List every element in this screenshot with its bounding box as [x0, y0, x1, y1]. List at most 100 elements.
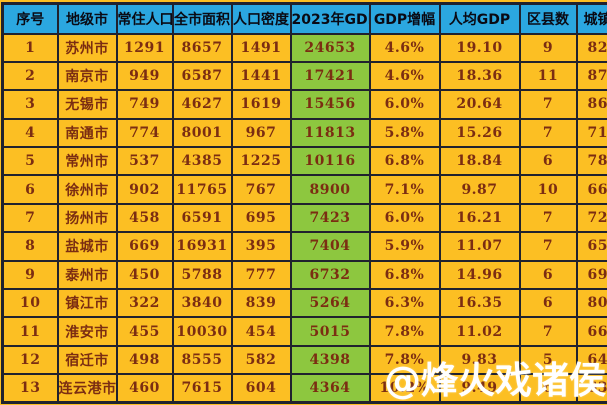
table-cell: 64.: [575, 344, 607, 376]
table-cell: 24653: [289, 32, 371, 63]
table-cell: 16.35: [438, 288, 521, 319]
table-cell: 967: [230, 117, 292, 149]
table-cell: 8001: [171, 117, 233, 149]
table-cell: 7: [518, 202, 578, 234]
table-cell: 9: [1, 259, 59, 291]
table-cell: 9: [518, 32, 578, 63]
table-cell: 20.64: [438, 89, 521, 120]
table-cell: 1491: [230, 32, 292, 63]
table-cell: 10116: [289, 146, 371, 177]
table-cell: 7615: [171, 373, 233, 404]
column-header: 全市面积: [171, 2, 233, 35]
table-cell: 1291: [115, 32, 174, 63]
table-cell: 4: [1, 117, 59, 149]
table-cell: 5.8%: [368, 117, 441, 149]
table-cell: 9.83: [438, 344, 521, 376]
table-cell: 777: [230, 259, 292, 291]
table-cell: 1: [1, 32, 59, 63]
table-header: 序号地级市常住人口全市面积人口密度2023年GDPGDP增幅人均GDP区县数城镇: [1, 2, 607, 35]
table-cell: 4364: [289, 373, 371, 404]
table-cell: 8900: [289, 174, 371, 205]
table-cell: 无锡市: [56, 89, 118, 120]
column-header: 人均GDP: [438, 2, 521, 35]
table-cell: 8: [1, 231, 59, 262]
table-cell: 1225: [230, 146, 292, 177]
table-cell: 11.02: [438, 316, 521, 347]
table-cell: 537: [115, 146, 174, 177]
table-cell: 10: [1, 288, 59, 319]
table-cell: 7: [518, 231, 578, 262]
table-cell: 80.: [575, 288, 607, 319]
table-cell: 扬州市: [56, 202, 118, 234]
table-cell: 4385: [171, 146, 233, 177]
table-cell: 7404: [289, 231, 371, 262]
table-cell: 78.: [575, 146, 607, 177]
table-cell: 454: [230, 316, 292, 347]
table-cell: 82.: [575, 32, 607, 63]
table-cell: 10: [518, 174, 578, 205]
table-cell: 宿迁市: [56, 344, 118, 376]
table-cell: 11813: [289, 117, 371, 149]
table-cell: 泰州市: [56, 259, 118, 291]
table-cell: 7: [518, 117, 578, 149]
table-cell: 6.3%: [368, 288, 441, 319]
table-cell: 87.: [575, 60, 607, 92]
table-cell: 71.: [575, 117, 607, 149]
table-cell: 604: [230, 373, 292, 404]
table-cell: 16931: [171, 231, 233, 262]
table-cell: 1619: [230, 89, 292, 120]
table-cell: 13: [1, 373, 59, 404]
table-cell: 63.: [575, 373, 607, 404]
table-cell: 7.8%: [368, 316, 441, 347]
table-cell: 7.1%: [368, 174, 441, 205]
table-cell: 839: [230, 288, 292, 319]
table-cell: 1441: [230, 60, 292, 92]
table-cell: 11: [1, 316, 59, 347]
table-cell: 450: [115, 259, 174, 291]
table-cell: 14.96: [438, 259, 521, 291]
table-cell: 10030: [171, 316, 233, 347]
table-cell: 15.26: [438, 117, 521, 149]
table-cell: 455: [115, 316, 174, 347]
table-cell: 11765: [171, 174, 233, 205]
column-header: 2023年GDP: [289, 2, 371, 35]
column-header: 序号: [1, 2, 59, 35]
table-cell: 17421: [289, 60, 371, 92]
table-cell: 5788: [171, 259, 233, 291]
table-cell: 6: [518, 146, 578, 177]
column-header: 常住人口: [115, 2, 174, 35]
table-cell: 322: [115, 288, 174, 319]
table-cell: 66.: [575, 316, 607, 347]
header-row: 序号地级市常住人口全市面积人口密度2023年GDPGDP增幅人均GDP区县数城镇: [1, 2, 607, 35]
table-cell: 12: [1, 344, 59, 376]
table-cell: 582: [230, 344, 292, 376]
table-cell: 16.21: [438, 202, 521, 234]
table-cell: 19.10: [438, 32, 521, 63]
table-cell: 86.: [575, 89, 607, 120]
table-cell: 盐城市: [56, 231, 118, 262]
table-cell: 6: [518, 288, 578, 319]
table-cell: 苏州市: [56, 32, 118, 63]
table-cell: 6591: [171, 202, 233, 234]
table-cell: 498: [115, 344, 174, 376]
table-cell: 9.87: [438, 174, 521, 205]
table-cell: 695: [230, 202, 292, 234]
table-cell: 南京市: [56, 60, 118, 92]
table-cell: 5264: [289, 288, 371, 319]
table-cell: 4398: [289, 344, 371, 376]
table-cell: 镇江市: [56, 288, 118, 319]
table-cell: 7.8%: [368, 344, 441, 376]
table-cell: 6.0%: [368, 202, 441, 234]
table-cell: 7: [1, 202, 59, 234]
table-cell: 6587: [171, 60, 233, 92]
table-cell: 10.2%: [368, 373, 441, 404]
